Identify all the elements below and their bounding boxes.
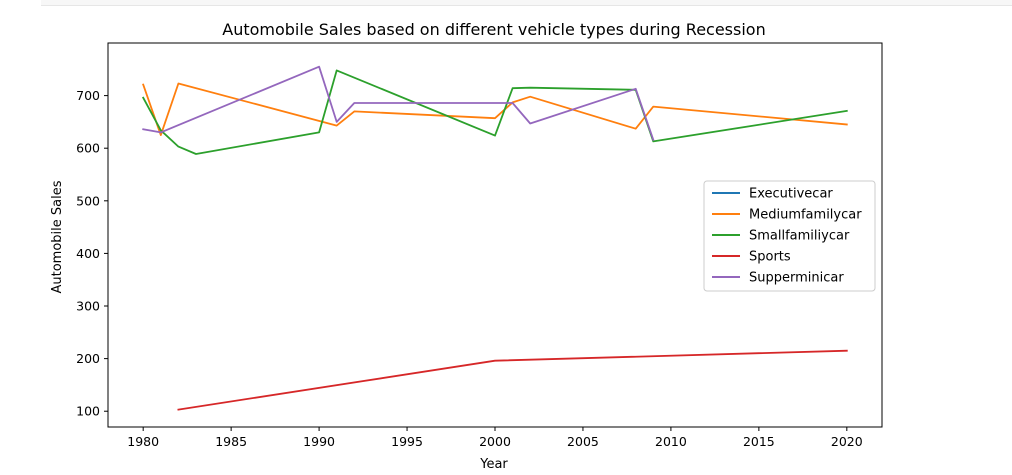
series-line-mediumfamilycar [142, 82, 848, 137]
legend-label: Supperminicar [749, 271, 844, 286]
x-tick-label: 2000 [479, 434, 511, 449]
legend-box [703, 180, 876, 292]
y-axis-label: Automobile Sales [50, 180, 65, 293]
x-tick-label: 2010 [655, 434, 687, 449]
x-tick-label: 2020 [831, 434, 863, 449]
legend-label: Sports [749, 250, 791, 265]
series-line-supperminicar [142, 65, 655, 141]
series-line-sports [177, 349, 848, 411]
x-tick-label: 1990 [303, 434, 335, 449]
y-tick-label: 100 [76, 404, 100, 419]
notebook-cell-edge [41, 0, 1012, 6]
series-line-smallfamiliycar [141, 69, 848, 155]
x-axis: 1980 1985 1990 1995 2000 2005 2010 2015 2020 [127, 427, 863, 449]
y-tick-label: 400 [76, 246, 100, 261]
legend: Executivecar Mediumfamilycar Smallfamiliyc… [703, 180, 876, 292]
x-tick-label: 2005 [567, 434, 599, 449]
series-layer [141, 65, 848, 411]
x-tick-label: 1995 [391, 434, 423, 449]
x-tick-label: 1985 [215, 434, 247, 449]
legend-label: Smallfamiliycar [749, 229, 850, 244]
y-tick-label: 700 [76, 88, 100, 103]
y-tick-label: 500 [76, 193, 100, 208]
x-axis-label: Year [479, 457, 508, 472]
y-tick-label: 200 [76, 351, 100, 366]
chart-title: Automobile Sales based on different vehi… [222, 20, 765, 39]
legend-label: Mediumfamilycar [749, 208, 862, 223]
x-tick-label: 1980 [127, 434, 159, 449]
x-tick-label: 2015 [743, 434, 775, 449]
y-tick-label: 600 [76, 141, 100, 156]
legend-label: Executivecar [749, 187, 833, 202]
y-tick-label: 300 [76, 299, 100, 314]
y-axis: 100 200 300 400 500 600 700 [76, 88, 108, 419]
